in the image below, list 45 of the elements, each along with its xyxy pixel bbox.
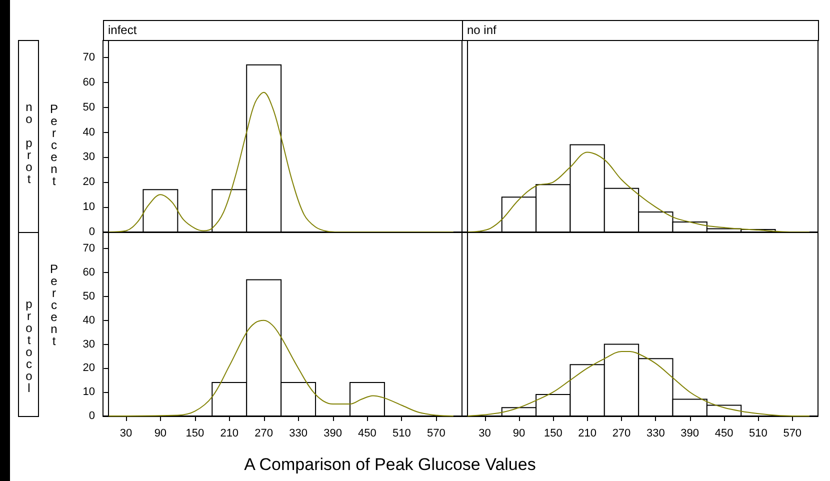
y-tick-label: 20 — [82, 176, 95, 188]
chart-title: infect — [103, 20, 463, 41]
y-tick-label: 0 — [88, 226, 95, 238]
x-tick-label: 30 — [478, 428, 491, 440]
y-tick-label: 60 — [82, 266, 95, 279]
x-tick-label: 450 — [714, 428, 734, 440]
text: no prot — [22, 100, 36, 184]
y-tick-label: 30 — [82, 338, 95, 350]
x-tick-label: 210 — [220, 428, 239, 440]
x-axis-title: A Comparison of Peak Glucose Values — [244, 455, 536, 475]
y-tick-label: 10 — [82, 201, 95, 214]
y-tick-label: 20 — [82, 362, 95, 374]
y-tick-label: 40 — [82, 314, 95, 326]
y-tick-label: 40 — [82, 126, 95, 138]
x-tick-label: 450 — [358, 428, 376, 440]
y-tick-label: 70 — [82, 51, 95, 64]
x-tick-label: 510 — [749, 428, 768, 440]
y-tick-label: 50 — [82, 290, 95, 303]
y-tick-label: 10 — [82, 386, 95, 398]
y-tick-label: 70 — [82, 242, 95, 255]
y-axis-title: Percent — [47, 102, 61, 186]
x-tick-label: 30 — [120, 428, 132, 440]
y-axis-title: Percent — [47, 262, 61, 346]
x-tick-label: 90 — [512, 428, 526, 440]
y-tick-label: 30 — [82, 151, 95, 164]
x-tick-label: 270 — [254, 428, 274, 440]
text: protocol — [22, 297, 36, 393]
x-tick-label: 150 — [544, 428, 562, 440]
line-series — [108, 92, 454, 232]
x-tick-label: 210 — [578, 428, 596, 440]
x-tick-label: 150 — [186, 428, 204, 440]
x-tick-label: 330 — [289, 428, 308, 440]
x-tick-label: 330 — [646, 428, 665, 440]
y-tick-label: 0 — [88, 410, 95, 422]
x-tick-label: 510 — [392, 428, 411, 440]
chart-title: no inf — [462, 20, 819, 41]
x-tick-label: 570 — [426, 428, 446, 440]
x-tick-label: 390 — [680, 428, 700, 440]
x-tick-label: 90 — [154, 428, 167, 440]
y-tick-label: 50 — [82, 101, 95, 114]
x-tick-label: 570 — [783, 428, 802, 440]
y-tick-label: 60 — [82, 76, 95, 88]
x-tick-label: 390 — [324, 428, 342, 440]
line-series — [108, 320, 454, 416]
x-tick-label: 270 — [612, 428, 631, 440]
